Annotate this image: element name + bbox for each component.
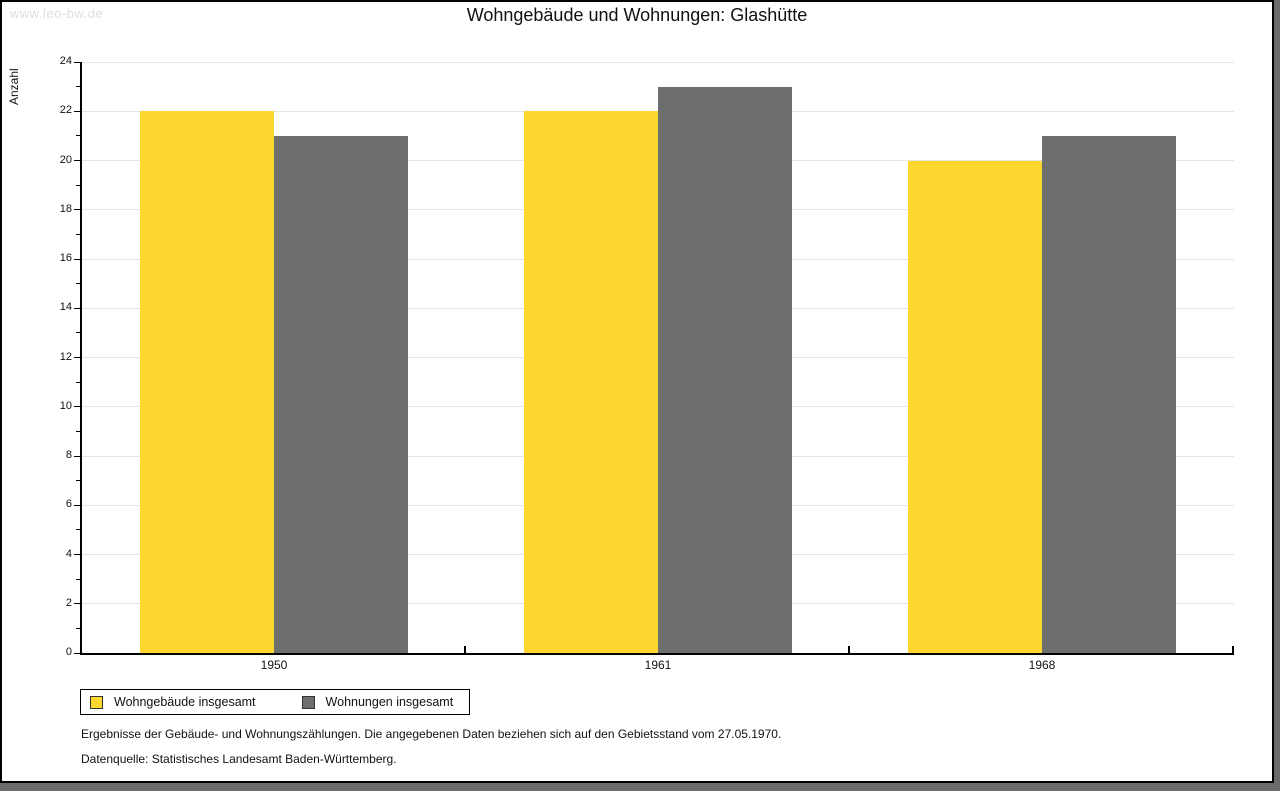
legend-label-wohnungen: Wohnungen insgesamt bbox=[325, 695, 454, 709]
legend-label-wohngebaeude: Wohngebäude insgesamt bbox=[114, 695, 256, 709]
legend-item-wohngebaeude: Wohngebäude insgesamt bbox=[90, 695, 256, 709]
y-axis-tick bbox=[74, 455, 80, 457]
y-axis-tick-label: 14 bbox=[59, 301, 72, 314]
y-axis-minor-tick bbox=[76, 233, 80, 235]
y-axis-tick-label: 24 bbox=[59, 55, 72, 67]
footnote-datenquelle: Datenquelle: Statistisches Landesamt Bad… bbox=[81, 752, 397, 766]
footnote-gebietsstand: Ergebnisse der Gebäude- und Wohnungszähl… bbox=[81, 727, 782, 741]
x-axis-boundary-tick bbox=[1232, 646, 1234, 653]
y-axis-minor-tick bbox=[76, 381, 80, 383]
y-axis-tick-label: 0 bbox=[65, 646, 72, 658]
y-axis-minor-tick bbox=[76, 332, 80, 334]
y-axis-tick-label: 16 bbox=[59, 252, 72, 264]
y-axis-tick bbox=[74, 357, 80, 358]
y-axis-minor-tick bbox=[76, 86, 80, 88]
y-axis-minor-tick bbox=[76, 480, 80, 482]
legend-item-wohnungen: Wohnungen insgesamt bbox=[301, 695, 454, 709]
y-axis-tick bbox=[74, 110, 80, 112]
plot-area: 0 2 4 6 8 10 12 14 16 18 20 22 24 1950 1961 1968 bbox=[60, 55, 1234, 672]
y-axis-tick bbox=[74, 61, 80, 63]
x-axis-tick-label: 1950 bbox=[260, 658, 288, 672]
y-axis-tick bbox=[74, 652, 80, 654]
y-axis-tick bbox=[74, 603, 80, 605]
y-axis-title: Anzahl bbox=[7, 68, 21, 105]
y-axis-tick bbox=[74, 504, 80, 506]
y-axis-tick-label: 22 bbox=[59, 104, 72, 117]
y-axis-minor-tick bbox=[76, 578, 80, 580]
y-axis-minor-tick bbox=[76, 529, 80, 531]
bar bbox=[658, 86, 792, 653]
y-axis-tick bbox=[74, 406, 80, 408]
legend-swatch-wohnungen-icon bbox=[301, 695, 315, 709]
y-axis-tick bbox=[74, 307, 80, 309]
bar bbox=[524, 111, 658, 653]
y-axis-tick bbox=[74, 554, 80, 555]
bar bbox=[908, 160, 1042, 653]
y-axis-tick-label: 18 bbox=[59, 202, 72, 215]
y-axis-minor-tick bbox=[76, 184, 80, 186]
legend: Wohngebäude insgesamt Wohnungen insgesam… bbox=[80, 689, 471, 715]
bar bbox=[274, 135, 408, 653]
y-axis-minor-tick bbox=[76, 430, 80, 432]
y-axis-tick bbox=[74, 258, 80, 260]
x-axis-tick-label: 1961 bbox=[644, 658, 672, 672]
legend-swatch-wohngebaeude-icon bbox=[90, 695, 103, 709]
y-axis-minor-tick bbox=[76, 627, 80, 629]
y-axis-minor-tick bbox=[76, 283, 80, 285]
y-axis-tick bbox=[74, 160, 80, 161]
y-axis-tick-label: 12 bbox=[59, 350, 72, 363]
y-axis-tick-label: 10 bbox=[59, 399, 72, 412]
bar bbox=[1042, 135, 1176, 653]
y-axis-tick-label: 2 bbox=[65, 596, 72, 609]
watermark: www.leo-bw.de bbox=[10, 6, 104, 21]
y-axis-tick-label: 8 bbox=[65, 449, 72, 461]
y-axis-tick bbox=[74, 209, 80, 211]
chart-title: Wohngebäude und Wohnungen: Glashütte bbox=[466, 5, 808, 25]
x-axis-boundary-tick bbox=[464, 646, 466, 653]
y-axis-tick-label: 6 bbox=[65, 498, 72, 511]
gridline bbox=[82, 61, 1234, 63]
y-axis-minor-tick bbox=[76, 135, 80, 137]
y-axis-tick-label: 4 bbox=[65, 547, 72, 560]
bar bbox=[140, 111, 274, 653]
x-axis-tick-label: 1968 bbox=[1028, 658, 1056, 672]
x-axis-boundary-tick bbox=[848, 646, 850, 653]
y-axis-tick-label: 20 bbox=[59, 153, 72, 166]
